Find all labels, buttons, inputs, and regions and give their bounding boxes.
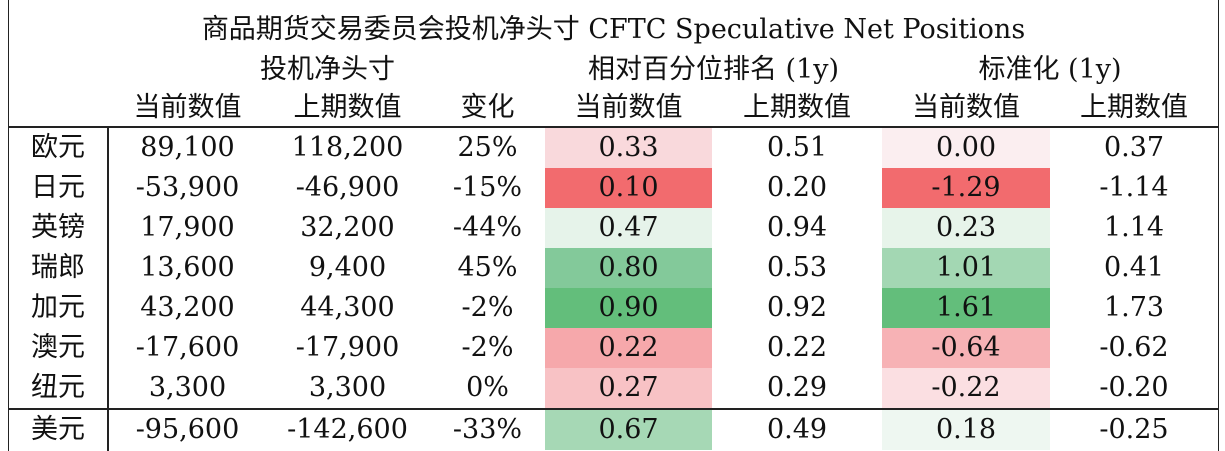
cell: -44% bbox=[452, 212, 523, 243]
cell: 43,200 bbox=[140, 292, 235, 323]
cell: -2% bbox=[461, 332, 514, 363]
cell: 0.27 bbox=[598, 372, 659, 403]
cell: 0.33 bbox=[598, 132, 659, 163]
cell: -17,600 bbox=[135, 332, 240, 363]
column-header: 上期数值 bbox=[743, 92, 851, 123]
cell: 3,300 bbox=[308, 372, 387, 403]
cell: 0.20 bbox=[766, 172, 828, 203]
cell: 0.18 bbox=[935, 414, 997, 445]
cell-highlight bbox=[545, 368, 712, 408]
cell: 0.94 bbox=[766, 212, 828, 243]
frame-right bbox=[1218, 0, 1219, 451]
title: 商品期货交易委员会投机净头寸 CFTC Speculative Net Posi… bbox=[201, 14, 1026, 45]
cell: 44,300 bbox=[300, 292, 395, 323]
cell: -15% bbox=[452, 172, 523, 203]
cell: -33% bbox=[452, 414, 523, 445]
cell: 0% bbox=[466, 372, 509, 403]
cell: 0.49 bbox=[766, 414, 828, 445]
column-header: 上期数值 bbox=[1080, 92, 1188, 123]
cell-highlight bbox=[545, 128, 712, 168]
column-header: 变化 bbox=[460, 92, 515, 123]
cell: -95,600 bbox=[135, 414, 240, 445]
cell: 17,900 bbox=[140, 212, 235, 243]
usd-rule bbox=[8, 408, 1219, 410]
cell: -0.25 bbox=[1099, 414, 1169, 445]
cell: -0.64 bbox=[931, 332, 1001, 363]
cell-highlight bbox=[545, 208, 712, 248]
cell-highlight bbox=[882, 288, 1050, 328]
row-label: 美元 bbox=[31, 414, 85, 445]
cell-highlight bbox=[882, 208, 1050, 248]
cell: 25% bbox=[457, 132, 518, 163]
header-rule bbox=[8, 126, 1219, 128]
row-label: 澳元 bbox=[31, 332, 85, 363]
column-header: 当前数值 bbox=[912, 92, 1020, 123]
cell: 0.92 bbox=[766, 292, 828, 323]
cell: 3,300 bbox=[148, 372, 227, 403]
cell-highlight bbox=[545, 288, 712, 328]
cell: 0.10 bbox=[598, 172, 659, 203]
cell: 13,600 bbox=[140, 252, 235, 283]
cell: -46,900 bbox=[295, 172, 400, 203]
cell-highlight bbox=[545, 410, 712, 450]
cell-highlight bbox=[882, 168, 1050, 208]
cell: -0.20 bbox=[1099, 372, 1169, 403]
group-header: 投机净头寸 bbox=[260, 54, 395, 85]
row-label: 纽元 bbox=[31, 372, 85, 403]
cell: 45% bbox=[457, 252, 518, 283]
column-header: 当前数值 bbox=[133, 92, 242, 123]
cell: -1.14 bbox=[1099, 172, 1169, 203]
group-header: 标准化 (1y) bbox=[978, 54, 1122, 85]
cell: 1.14 bbox=[1103, 212, 1165, 243]
cell: 118,200 bbox=[291, 132, 404, 163]
cell: -0.62 bbox=[1099, 332, 1169, 363]
cell: 32,200 bbox=[300, 212, 395, 243]
cell: 1.73 bbox=[1103, 292, 1165, 323]
cell: 0.47 bbox=[598, 212, 659, 243]
row-label: 英镑 bbox=[31, 212, 85, 243]
cell: 1.61 bbox=[935, 292, 997, 323]
cell-highlight bbox=[545, 248, 712, 288]
cell: 0.80 bbox=[598, 252, 659, 283]
row-label: 加元 bbox=[31, 292, 85, 323]
cell: 1.01 bbox=[935, 252, 997, 283]
cell-highlight bbox=[545, 328, 712, 368]
cell: 0.00 bbox=[935, 132, 997, 163]
cell: 0.90 bbox=[598, 292, 659, 323]
cell: 89,100 bbox=[140, 132, 235, 163]
cell: 0.67 bbox=[598, 414, 659, 445]
cell: 0.29 bbox=[766, 372, 828, 403]
cell: 0.51 bbox=[766, 132, 828, 163]
cell: -0.22 bbox=[931, 372, 1001, 403]
cell: -53,900 bbox=[135, 172, 240, 203]
cell-highlight bbox=[882, 368, 1050, 408]
cell: 0.22 bbox=[598, 332, 659, 363]
cell: -1.29 bbox=[931, 172, 1001, 203]
cell: -142,600 bbox=[287, 414, 408, 445]
column-header: 上期数值 bbox=[293, 92, 402, 123]
cell: 9,400 bbox=[308, 252, 387, 283]
row-label: 日元 bbox=[31, 172, 85, 203]
cell-highlight bbox=[882, 248, 1050, 288]
cell: 0.37 bbox=[1103, 132, 1165, 163]
cell-highlight bbox=[545, 168, 712, 208]
cell-highlight bbox=[882, 128, 1050, 168]
cell: 0.53 bbox=[766, 252, 828, 283]
row-label: 欧元 bbox=[31, 132, 85, 163]
row-label: 瑞郎 bbox=[31, 252, 85, 283]
cell: 0.23 bbox=[935, 212, 997, 243]
cell: -2% bbox=[461, 292, 514, 323]
cell-highlight bbox=[882, 328, 1050, 368]
group-header: 相对百分位排名 (1y) bbox=[587, 54, 840, 85]
cell-highlight bbox=[882, 410, 1050, 450]
label-rule bbox=[107, 126, 109, 451]
cell: 0.22 bbox=[766, 332, 828, 363]
frame-left bbox=[8, 0, 9, 451]
cell: 0.41 bbox=[1103, 252, 1165, 283]
cell: -17,900 bbox=[295, 332, 400, 363]
column-header: 当前数值 bbox=[574, 92, 683, 123]
